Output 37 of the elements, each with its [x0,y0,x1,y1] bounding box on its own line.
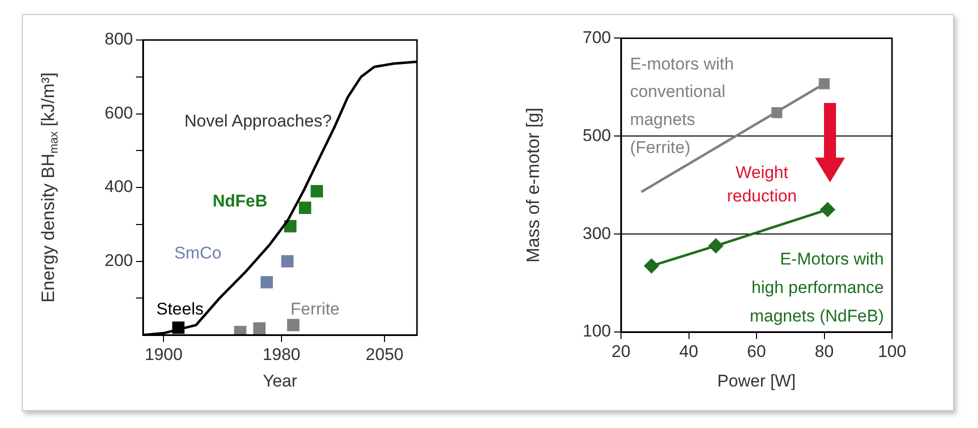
point [260,276,273,288]
point [298,202,312,214]
y-tick-label: 400 [104,177,133,196]
series-label: Steels [156,300,204,319]
annotation: Weight reduction [726,163,797,206]
y-tick-label: 600 [104,103,133,122]
point [644,258,659,274]
y-tick-label: 100 [582,322,611,341]
x-tick-label: 2050 [366,344,404,364]
point [708,238,724,254]
x-tick-label: 100 [878,342,906,361]
x-tick-label: 1980 [262,344,300,364]
x-tick-label: 80 [814,342,834,361]
series-label: Ferrite [290,300,340,319]
x-axis-title: Power [W] [717,371,796,390]
annotation: Novel Approaches? [184,112,332,131]
y-axis-title: Mass of e-motor [g] [522,108,543,263]
y-tick-label: 700 [582,28,611,47]
text: SmCo [174,244,222,263]
x-axis-title: Year [262,371,298,390]
point [310,185,323,198]
text: E-motors with conventional magnets (Ferrite) [630,54,734,158]
y-tick-label: 500 [582,126,611,145]
series-label: NdFeB [212,192,268,211]
point [287,318,300,332]
y-tick-label: 800 [104,30,133,49]
x-tick-label: 40 [679,342,698,361]
x-tick-label: 20 [612,342,630,361]
y-axis-title: Energy density BHmax [kJ/m³] [38,72,61,303]
point [820,202,836,218]
series-label: E-Motors with high performance magnets (NdFeB) [750,250,884,326]
point [253,322,266,335]
point [281,255,294,268]
x-tick-label: 1900 [144,344,183,364]
x-tick-label: 60 [747,342,766,361]
y-tick-label: 200 [104,250,133,270]
y-tick-label: 300 [582,224,611,243]
